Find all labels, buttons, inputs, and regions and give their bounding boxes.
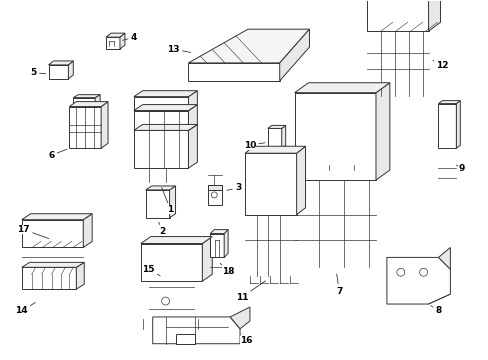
Polygon shape [48, 65, 68, 79]
Polygon shape [106, 37, 120, 49]
Text: 15: 15 [142, 265, 160, 276]
Polygon shape [169, 186, 175, 218]
Polygon shape [141, 237, 212, 243]
Polygon shape [83, 214, 92, 247]
Text: 7: 7 [335, 274, 342, 296]
Polygon shape [145, 190, 169, 218]
Polygon shape [386, 257, 449, 304]
Text: 8: 8 [430, 306, 441, 315]
Polygon shape [210, 234, 224, 257]
Polygon shape [152, 317, 240, 344]
Text: 5: 5 [30, 68, 46, 77]
Polygon shape [134, 125, 197, 130]
Text: 3: 3 [226, 184, 241, 193]
Polygon shape [21, 220, 83, 247]
Text: 18: 18 [220, 264, 234, 276]
Polygon shape [188, 105, 197, 130]
Polygon shape [202, 237, 212, 281]
Polygon shape [244, 146, 305, 153]
Polygon shape [69, 102, 108, 107]
Polygon shape [69, 107, 101, 148]
Polygon shape [267, 129, 281, 148]
Polygon shape [95, 95, 100, 107]
Polygon shape [134, 130, 188, 168]
Polygon shape [175, 334, 195, 344]
Text: 14: 14 [16, 302, 35, 315]
Polygon shape [21, 267, 76, 289]
Polygon shape [141, 243, 202, 281]
Polygon shape [73, 95, 100, 98]
Text: 11: 11 [235, 281, 265, 302]
Polygon shape [208, 185, 222, 190]
Polygon shape [134, 96, 188, 111]
Polygon shape [427, 0, 440, 31]
Polygon shape [366, 0, 427, 31]
Polygon shape [294, 93, 375, 180]
Polygon shape [210, 230, 228, 234]
Polygon shape [455, 100, 459, 148]
Polygon shape [188, 29, 309, 63]
Polygon shape [438, 104, 455, 148]
Polygon shape [188, 125, 197, 168]
Polygon shape [281, 125, 285, 148]
Polygon shape [230, 307, 249, 329]
Polygon shape [244, 153, 296, 215]
Polygon shape [188, 91, 197, 111]
Text: 16: 16 [239, 334, 252, 345]
Polygon shape [188, 63, 279, 81]
Polygon shape [76, 262, 84, 289]
Polygon shape [48, 61, 73, 65]
Text: 2: 2 [159, 222, 165, 236]
Polygon shape [101, 102, 108, 148]
Polygon shape [106, 33, 124, 37]
Text: 10: 10 [244, 141, 264, 150]
Polygon shape [21, 262, 84, 267]
Polygon shape [134, 91, 197, 96]
Polygon shape [208, 185, 222, 205]
Polygon shape [294, 83, 389, 93]
Polygon shape [134, 111, 188, 130]
Polygon shape [279, 29, 309, 81]
Text: 1: 1 [162, 188, 173, 214]
Polygon shape [73, 98, 95, 107]
Polygon shape [21, 214, 92, 220]
Polygon shape [68, 61, 73, 79]
Polygon shape [134, 105, 197, 111]
Polygon shape [375, 83, 389, 180]
Text: 17: 17 [18, 225, 49, 239]
Polygon shape [267, 125, 285, 129]
Text: 12: 12 [432, 60, 448, 71]
Text: 9: 9 [455, 163, 464, 172]
Polygon shape [438, 247, 449, 269]
Text: 6: 6 [48, 149, 67, 160]
Polygon shape [296, 146, 305, 215]
Polygon shape [120, 33, 124, 49]
Text: 4: 4 [122, 33, 137, 42]
Text: 13: 13 [167, 45, 190, 54]
Polygon shape [145, 186, 175, 190]
Polygon shape [438, 100, 459, 104]
Polygon shape [224, 230, 228, 257]
